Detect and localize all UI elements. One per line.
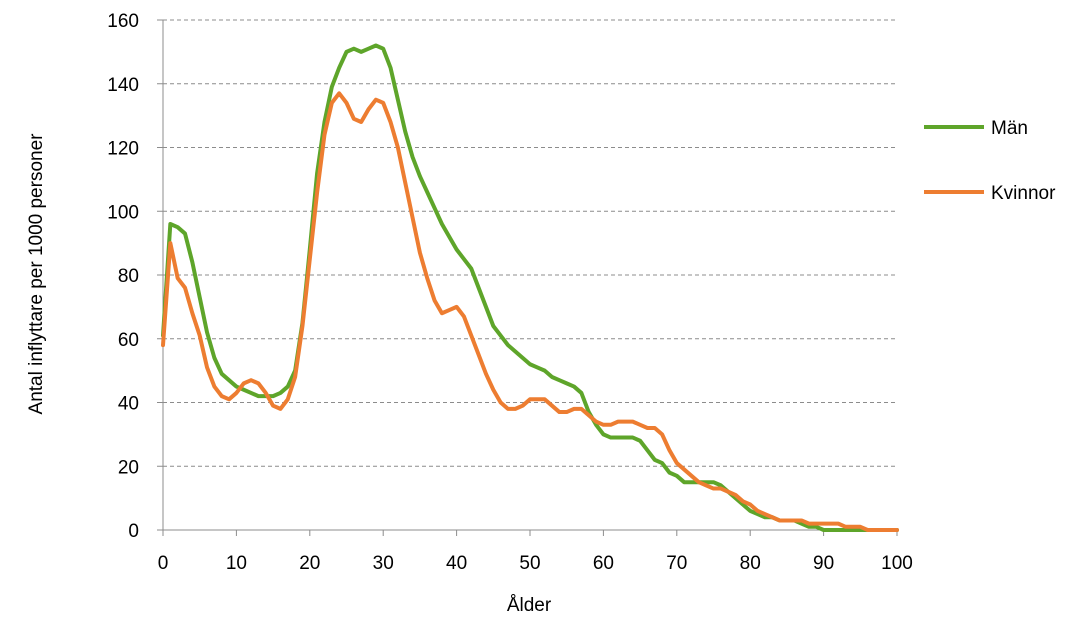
tick-labels: 0 10 20 30 40 50 60 70 80 90 100 0 20 40 60 80 100 120 140… [107, 11, 913, 574]
x-tick-label-90: 90 [813, 553, 834, 574]
x-tick-label-10: 10 [226, 553, 247, 574]
legend-label-kvinnor: Kvinnor [991, 183, 1056, 204]
legend-item-kvinnor: Kvinnor [924, 183, 1056, 204]
y-axis-title: Antal inflyttare per 1000 personer [26, 133, 47, 415]
legend-label-man: Män [991, 118, 1028, 139]
series-line-kvinnor [161, 91, 899, 532]
x-tick-label-30: 30 [373, 553, 394, 574]
y-tick-label-100: 100 [107, 202, 139, 223]
x-tick-label-80: 80 [740, 553, 761, 574]
x-tick-label-100: 100 [881, 553, 913, 574]
y-tick-label-0: 0 [128, 521, 139, 542]
y-tick-label-60: 60 [118, 330, 139, 351]
series-line-man [161, 43, 899, 532]
legend-item-man: Män [924, 118, 1028, 139]
legend: Män Kvinnor [924, 118, 1056, 204]
x-tick-label-60: 60 [593, 553, 614, 574]
y-tick-label-160: 160 [107, 11, 139, 32]
y-tick-label-40: 40 [118, 394, 139, 415]
x-axis-title: Ålder [507, 595, 552, 616]
y-tick-label-80: 80 [118, 266, 139, 287]
y-tick-label-140: 140 [107, 75, 139, 96]
y-tick-label-120: 120 [107, 139, 139, 160]
x-tick-label-50: 50 [519, 553, 540, 574]
x-tick-label-40: 40 [446, 553, 467, 574]
y-tick-label-20: 20 [118, 457, 139, 478]
axes [157, 19, 898, 536]
x-tick-label-70: 70 [666, 553, 687, 574]
data-series [161, 43, 899, 532]
x-tick-label-20: 20 [299, 553, 320, 574]
x-tick-label-0: 0 [158, 553, 169, 574]
